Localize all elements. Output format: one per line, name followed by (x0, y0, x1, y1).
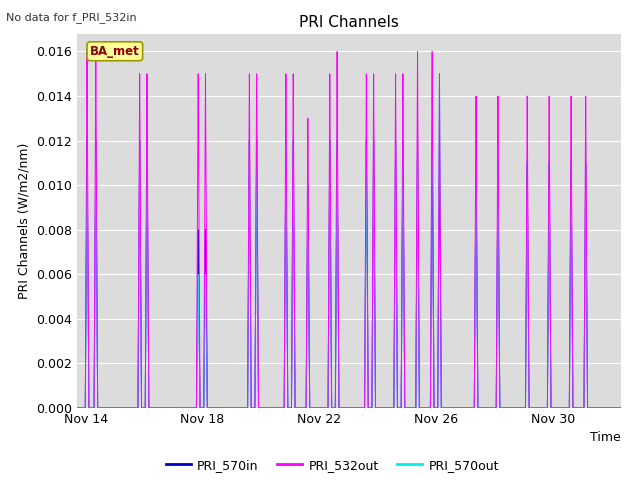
Y-axis label: PRI Channels (W/m2/nm): PRI Channels (W/m2/nm) (17, 143, 30, 299)
PRI_570in (533, 405, 541, 411)
PRI_570out (316, 405, 323, 411)
PRI_532out (317, 405, 325, 411)
PRI_570out (533, 405, 541, 411)
PRI_532out (67, 405, 75, 411)
PRI_532out (533, 405, 541, 411)
PRI_570in (83, 138, 91, 144)
Title: PRI Channels: PRI Channels (299, 15, 399, 30)
Line: PRI_570in: PRI_570in (71, 141, 627, 408)
PRI_570in (317, 405, 325, 411)
PRI_570out (500, 405, 508, 411)
PRI_570in (316, 405, 323, 411)
Line: PRI_570out: PRI_570out (71, 74, 627, 408)
PRI_570in (500, 405, 508, 411)
PRI_570out (67, 405, 75, 411)
PRI_532out (243, 405, 250, 411)
Text: No data for f_PRI_532in: No data for f_PRI_532in (6, 12, 137, 23)
PRI_532out (316, 405, 323, 411)
PRI_570out (243, 405, 250, 411)
Line: PRI_532out: PRI_532out (71, 51, 627, 408)
PRI_570out (192, 405, 200, 411)
Text: BA_met: BA_met (90, 45, 140, 58)
PRI_532out (500, 405, 508, 411)
X-axis label: Time: Time (590, 432, 621, 444)
PRI_532out (83, 48, 91, 54)
PRI_570out (436, 71, 444, 77)
PRI_532out (623, 405, 630, 411)
PRI_570in (192, 405, 200, 411)
PRI_570out (317, 405, 325, 411)
PRI_570in (67, 405, 75, 411)
PRI_570in (623, 405, 630, 411)
PRI_532out (192, 405, 200, 411)
PRI_570out (623, 405, 630, 411)
PRI_570in (243, 405, 250, 411)
Legend: PRI_570in, PRI_532out, PRI_570out: PRI_570in, PRI_532out, PRI_570out (161, 454, 504, 477)
